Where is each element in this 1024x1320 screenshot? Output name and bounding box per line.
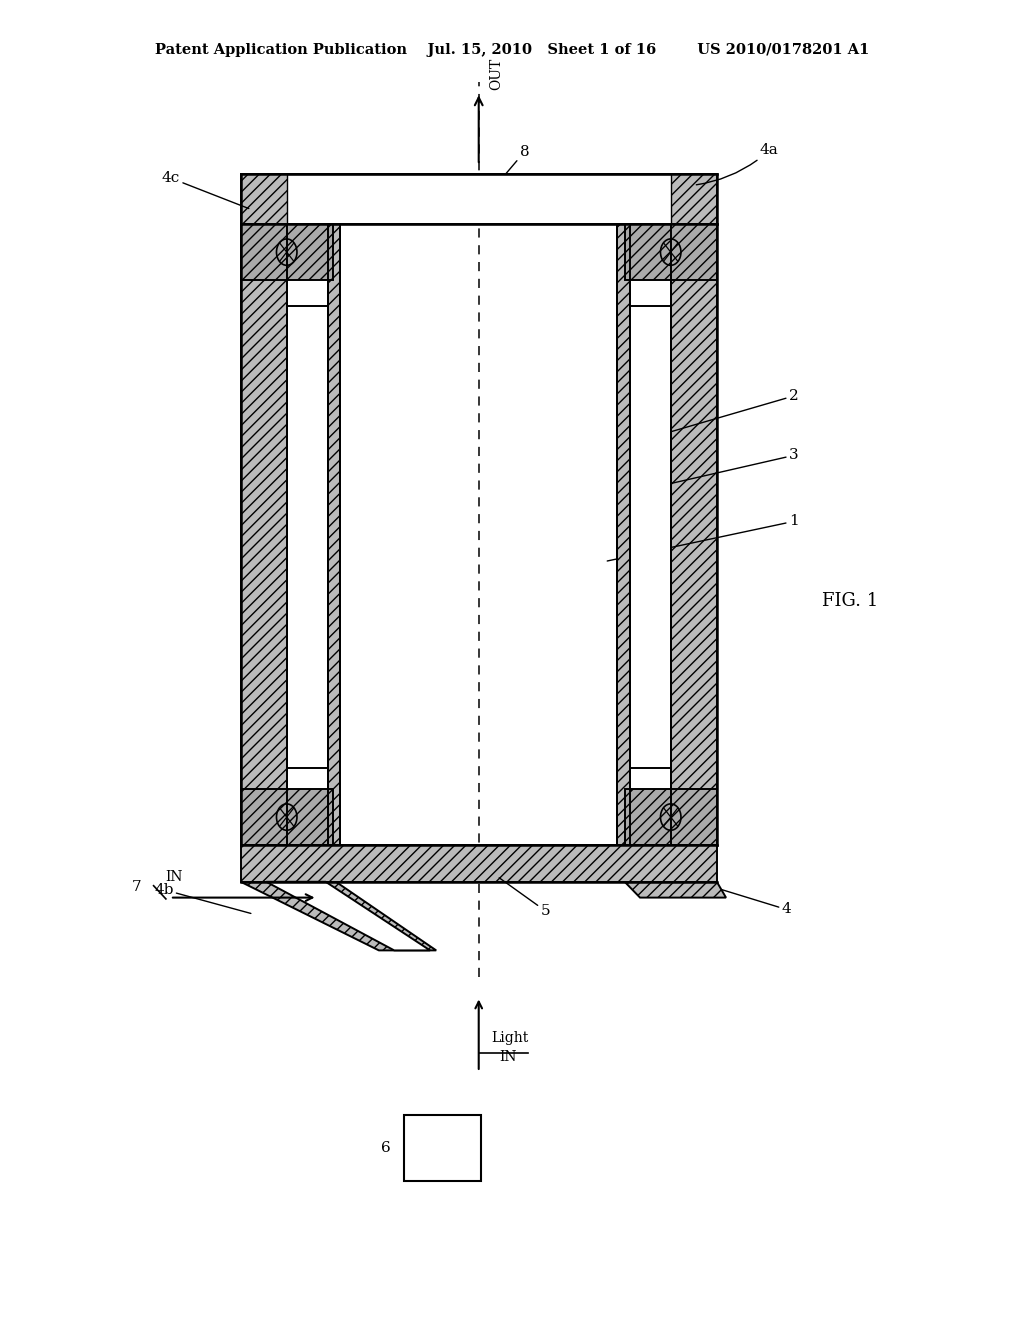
Polygon shape xyxy=(630,306,671,768)
Polygon shape xyxy=(328,224,340,845)
Text: Patent Application Publication    Jul. 15, 2010   Sheet 1 of 16        US 2010/0: Patent Application Publication Jul. 15, … xyxy=(155,44,869,57)
Text: IN: IN xyxy=(165,870,183,884)
Text: 6: 6 xyxy=(381,1142,391,1155)
Text: FIG. 1: FIG. 1 xyxy=(822,591,878,610)
Polygon shape xyxy=(340,224,617,845)
Text: 7: 7 xyxy=(131,880,141,894)
Text: 8: 8 xyxy=(468,145,529,218)
Polygon shape xyxy=(241,789,333,845)
Text: 4c: 4c xyxy=(162,172,249,209)
Polygon shape xyxy=(287,174,671,224)
Text: 5: 5 xyxy=(500,878,550,917)
Polygon shape xyxy=(625,789,717,845)
Polygon shape xyxy=(287,306,328,768)
Text: 4a: 4a xyxy=(696,144,778,185)
Polygon shape xyxy=(617,224,630,845)
Text: OUT: OUT xyxy=(489,58,503,90)
Polygon shape xyxy=(266,882,430,950)
Text: 1: 1 xyxy=(607,515,799,561)
Polygon shape xyxy=(404,1115,481,1181)
Polygon shape xyxy=(241,882,436,950)
Polygon shape xyxy=(241,845,717,882)
Text: 4b: 4b xyxy=(154,883,251,913)
Polygon shape xyxy=(241,224,333,280)
Text: IN: IN xyxy=(500,1049,517,1064)
Text: Light: Light xyxy=(492,1031,528,1045)
Text: 4: 4 xyxy=(722,890,792,916)
Text: 3: 3 xyxy=(621,449,799,495)
Polygon shape xyxy=(625,882,726,898)
Polygon shape xyxy=(671,224,717,845)
Polygon shape xyxy=(241,174,717,224)
Polygon shape xyxy=(625,224,717,280)
Polygon shape xyxy=(241,224,287,845)
Text: 2: 2 xyxy=(635,389,799,442)
